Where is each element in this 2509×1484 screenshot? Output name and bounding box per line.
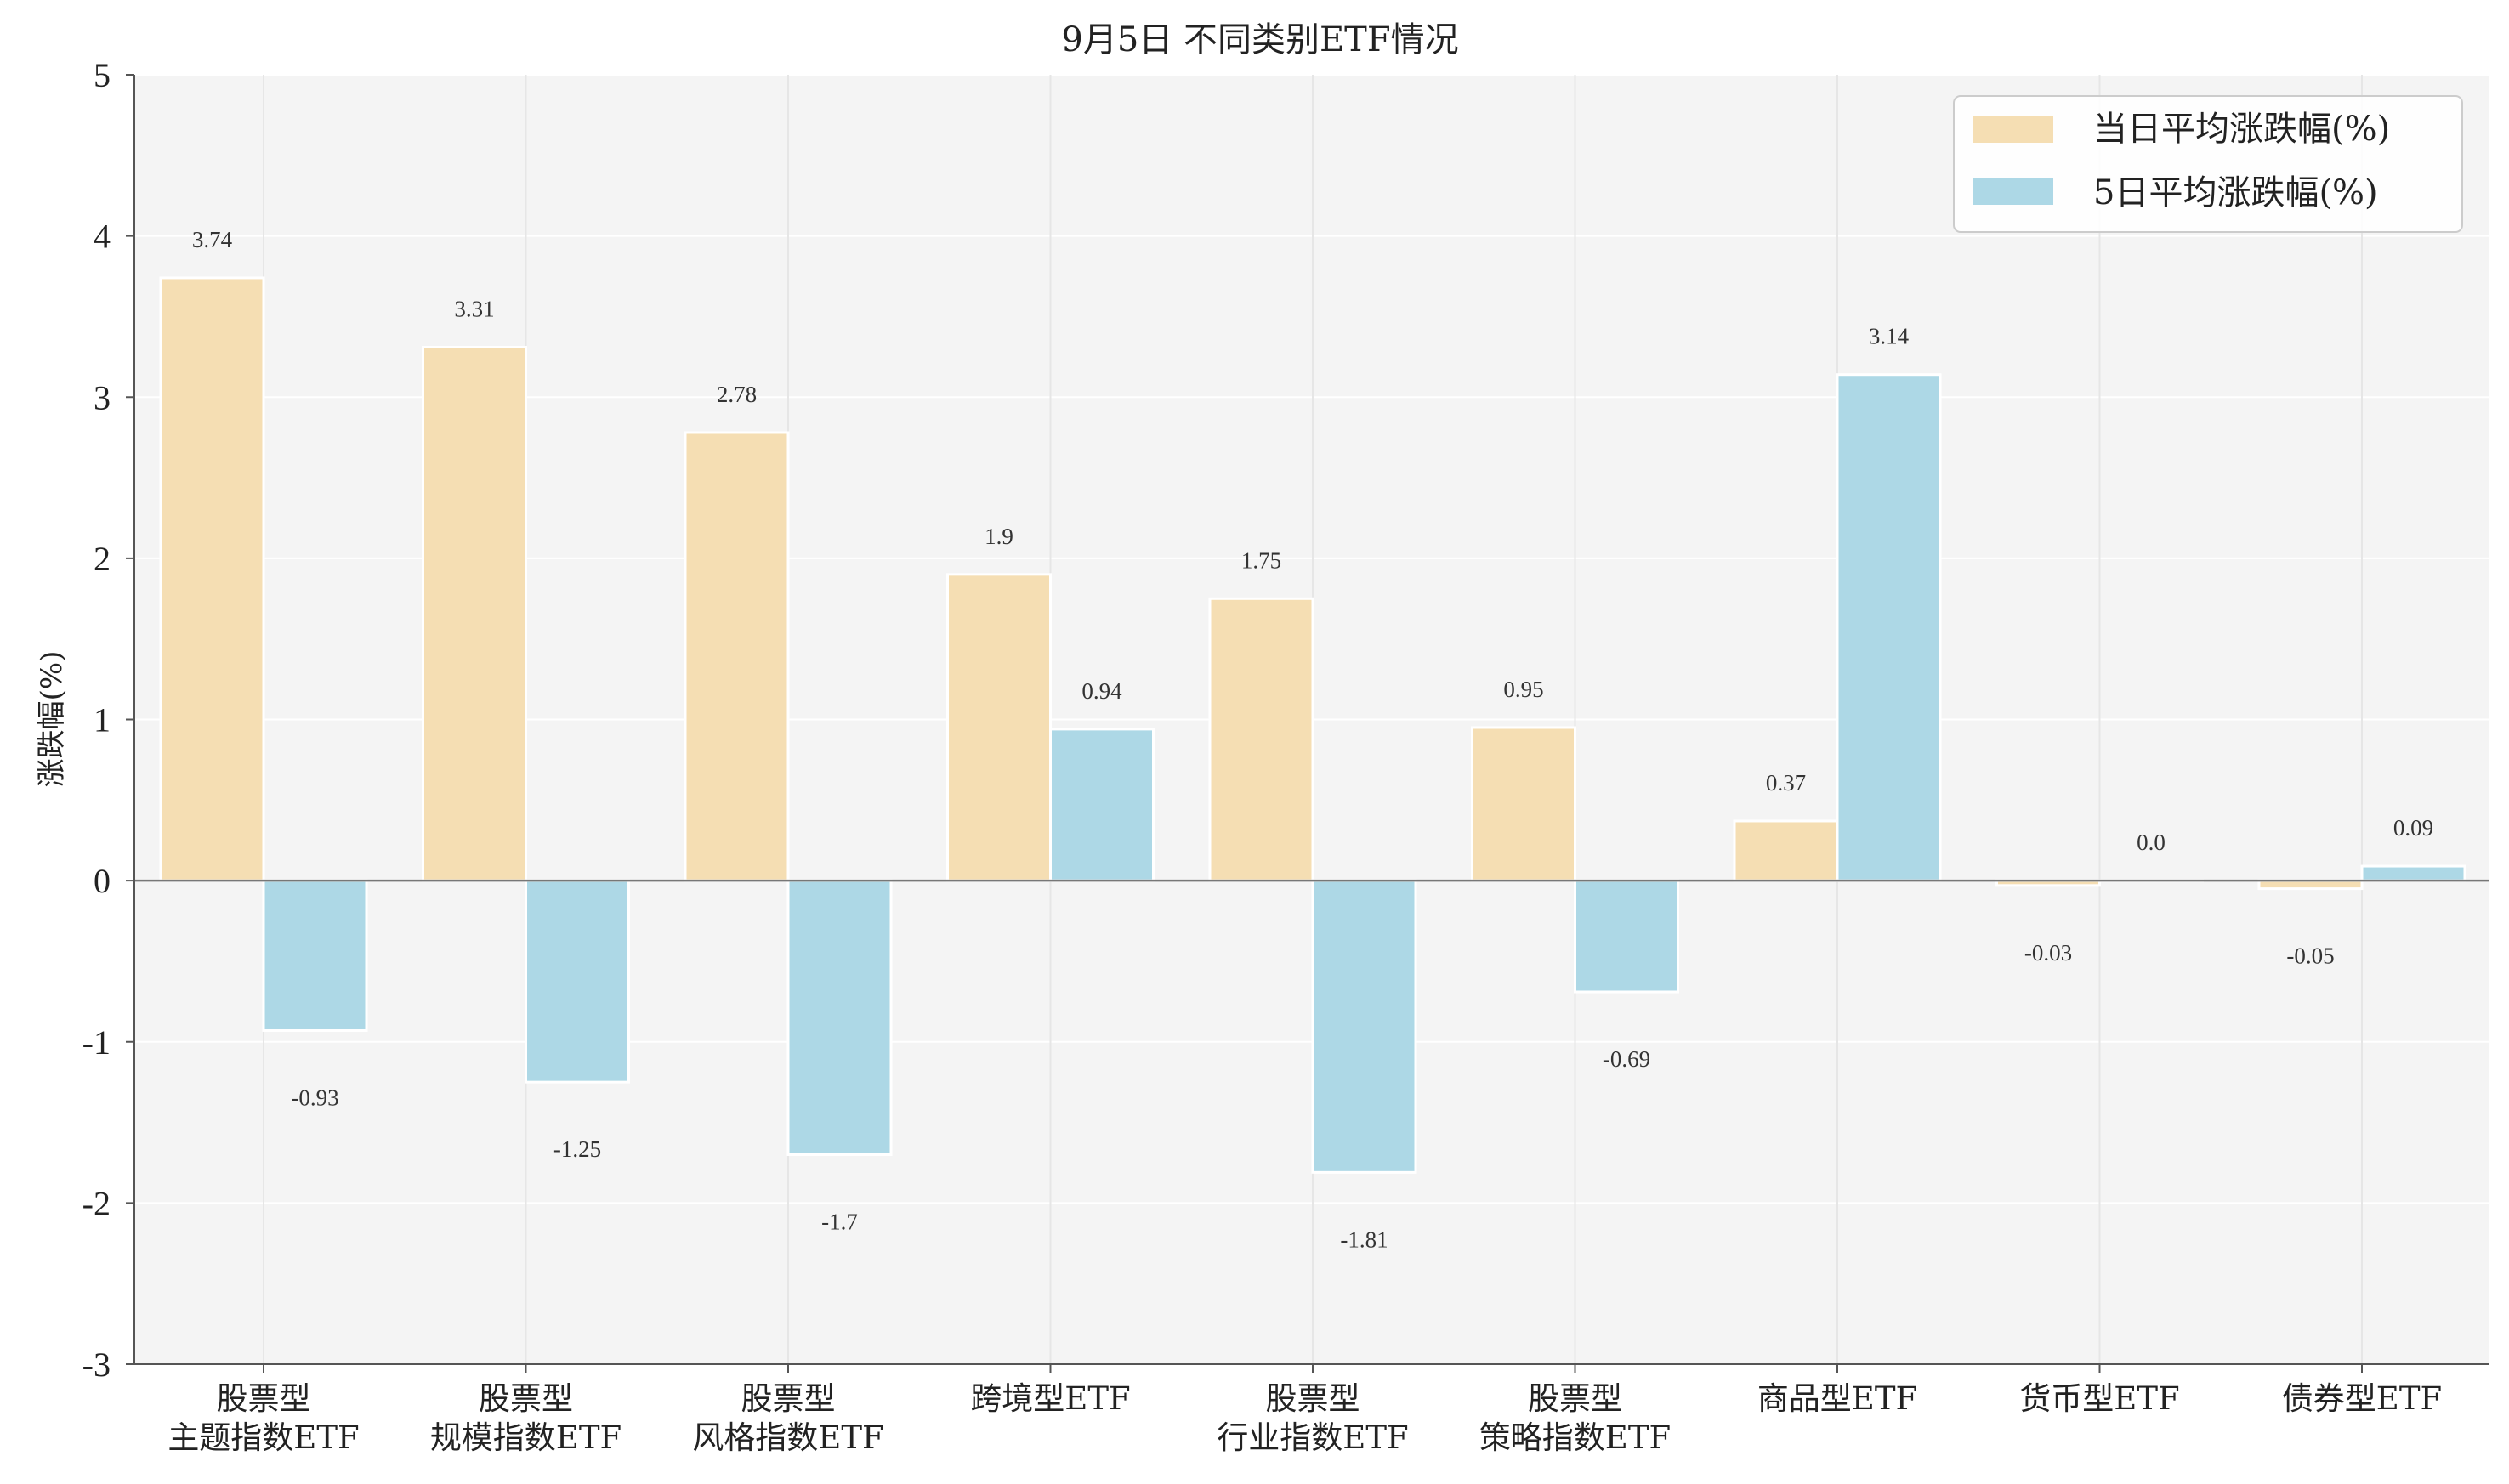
bar xyxy=(1471,726,1576,882)
x-tick-label: 股票型 xyxy=(479,1380,573,1417)
data-label: -0.69 xyxy=(1603,1046,1650,1072)
bar xyxy=(2360,864,2466,882)
x-tick-label: 风格指数ETF xyxy=(692,1419,883,1456)
y-tick-label: 2 xyxy=(94,540,111,578)
data-label: 1.9 xyxy=(985,524,1013,549)
bar xyxy=(946,573,1052,882)
legend-label-5day: 5日平均涨跌幅(%) xyxy=(2093,173,2378,212)
x-tick-label: 商品型ETF xyxy=(1757,1380,1917,1417)
data-labels: 3.74 3.31 2.78 1.9 1.75 0.95 0.37 -0.03 -0.05 -0.… xyxy=(192,227,2433,1252)
data-label: 0.95 xyxy=(1503,677,1543,702)
y-tick-label: 3 xyxy=(94,378,111,416)
x-tick-label: 股票型 xyxy=(217,1380,311,1417)
x-tick-label: 规模指数ETF xyxy=(430,1419,622,1456)
bar xyxy=(1049,728,1155,882)
data-label: 3.74 xyxy=(192,227,233,252)
legend-swatch-daily xyxy=(1973,116,2053,143)
bar xyxy=(1574,879,1679,994)
y-axis-label: 涨跌幅(%) xyxy=(35,651,69,788)
y-tick-label: -2 xyxy=(82,1184,111,1222)
bar xyxy=(1208,597,1314,882)
data-label: 3.31 xyxy=(454,296,494,321)
x-tick-label: 货币型ETF xyxy=(2019,1380,2179,1417)
y-tick-label: -1 xyxy=(82,1023,111,1062)
data-label: 0.37 xyxy=(1766,770,1806,796)
bar xyxy=(1733,819,1839,882)
bar xyxy=(1836,373,1942,882)
x-tick-label: 策略指数ETF xyxy=(1479,1419,1671,1456)
x-tick-label: 跨境型ETF xyxy=(970,1380,1130,1417)
legend-label-daily: 当日平均涨跌幅(%) xyxy=(2093,110,2390,149)
data-label: -0.05 xyxy=(2286,943,2334,969)
data-label: -1.81 xyxy=(1340,1226,1388,1252)
bar xyxy=(2257,879,2364,891)
bar xyxy=(262,879,368,1032)
bar xyxy=(1311,879,1417,1174)
x-tick-label: 股票型 xyxy=(741,1380,836,1417)
bar xyxy=(422,345,527,882)
y-tick-label: 0 xyxy=(94,862,111,900)
x-tick-label: 债券型ETF xyxy=(2282,1380,2442,1417)
y-tick-label: 1 xyxy=(94,701,111,739)
x-tick-label: 股票型 xyxy=(1528,1380,1622,1417)
legend-swatch-5day xyxy=(1973,178,2053,205)
legend: 当日平均涨跌幅(%) 5日平均涨跌幅(%) xyxy=(1953,95,2463,233)
bar xyxy=(525,879,630,1084)
x-tick-label: 行业指数ETF xyxy=(1217,1419,1408,1456)
data-label: 1.75 xyxy=(1241,547,1281,573)
bars xyxy=(159,276,2466,1174)
data-label: -1.7 xyxy=(821,1209,858,1234)
data-label: 0.09 xyxy=(2393,815,2433,841)
chart-title: 9月5日 不同类别ETF情况 xyxy=(1061,20,1458,59)
bar xyxy=(786,879,893,1156)
data-label: -0.93 xyxy=(291,1085,338,1110)
y-tick-label: 4 xyxy=(94,218,111,256)
y-tick-label: 5 xyxy=(94,56,111,94)
data-label: 2.78 xyxy=(717,382,757,407)
data-label: 3.14 xyxy=(1869,324,1910,349)
bar xyxy=(684,431,790,882)
data-label: 0.94 xyxy=(1081,678,1122,704)
x-tick-label: 主题指数ETF xyxy=(167,1419,359,1456)
y-tick-label: -3 xyxy=(82,1345,111,1384)
data-label: -0.03 xyxy=(2024,940,2072,966)
bar xyxy=(159,276,265,882)
y-tick-labels: -3 -2 -1 0 1 2 3 4 5 xyxy=(82,56,134,1384)
data-label: -1.25 xyxy=(553,1136,601,1162)
legend-box xyxy=(1953,95,2463,233)
x-tick-label: 股票型 xyxy=(1266,1380,1360,1417)
data-label: 0.0 xyxy=(2137,830,2166,855)
